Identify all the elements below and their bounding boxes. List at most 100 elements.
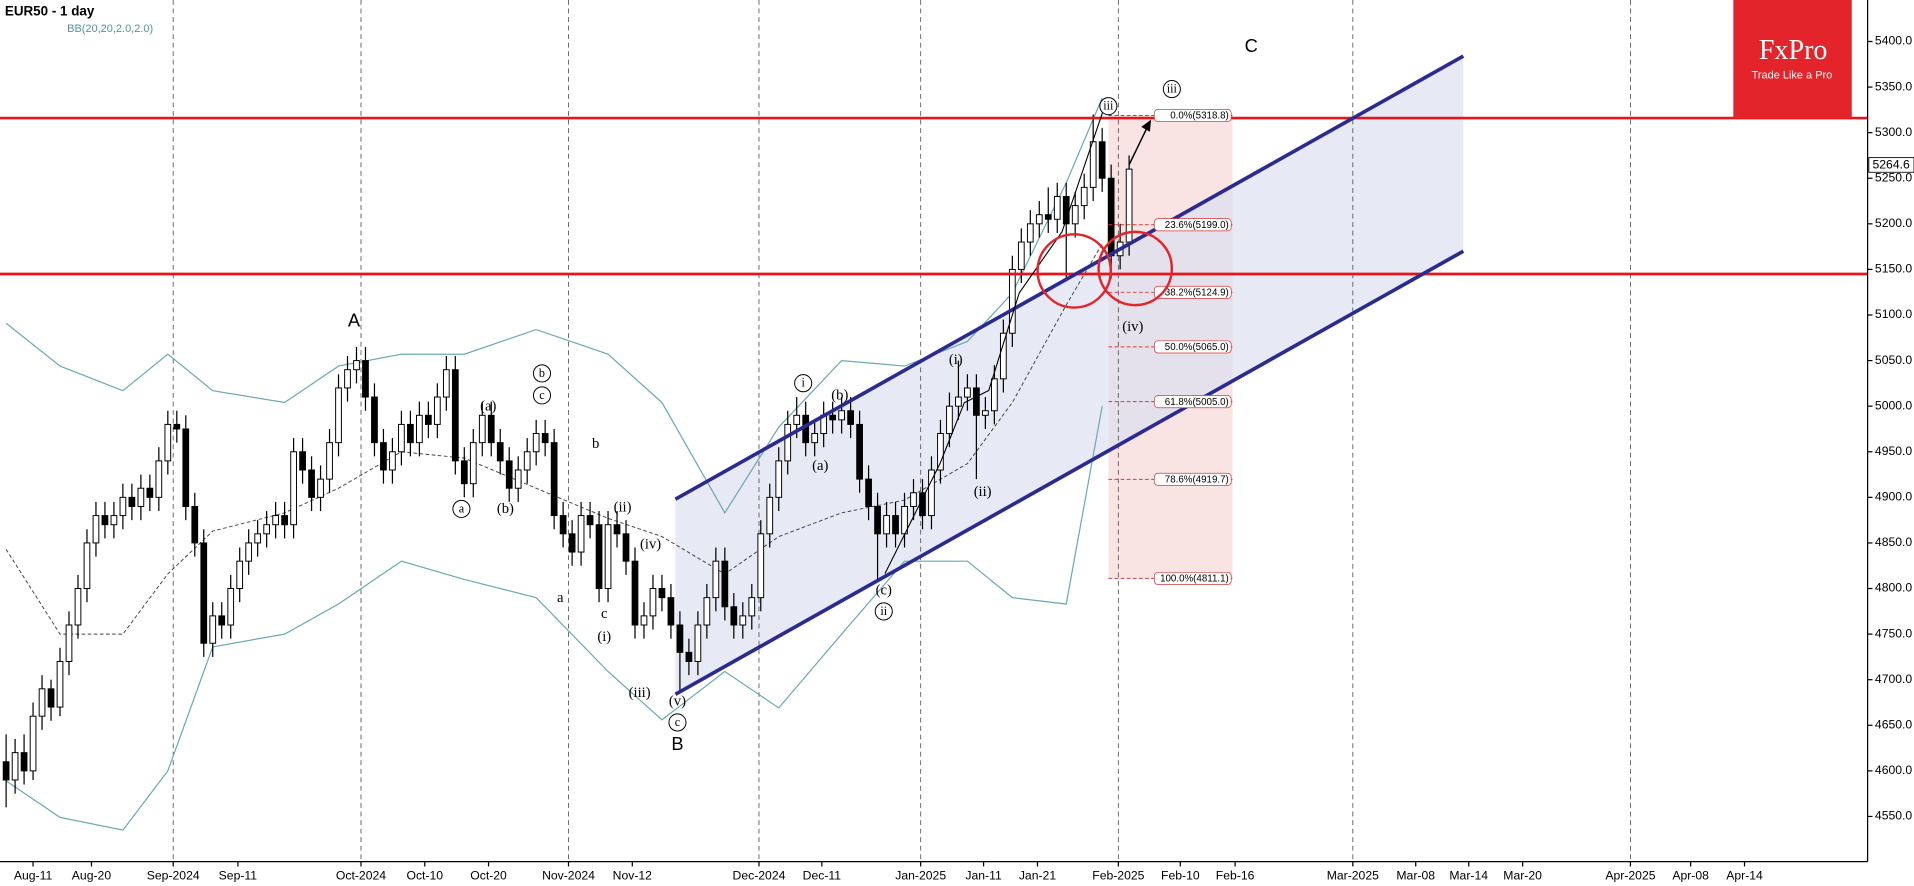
- candle-body: [622, 533, 630, 562]
- x-tick-label: Jan-21: [1019, 868, 1056, 882]
- x-tick-label: Dec-2024: [733, 868, 786, 882]
- candle-body: [946, 405, 953, 435]
- candle-body: [1098, 141, 1106, 179]
- arrow-head: [1141, 119, 1152, 132]
- wave-label: iii: [1103, 99, 1114, 113]
- fib-label-box: [1153, 109, 1232, 122]
- candle-body: [1026, 223, 1034, 243]
- candle-body: [2, 761, 10, 781]
- candle-body: [667, 597, 675, 626]
- candle-body: [748, 597, 756, 617]
- candle-body: [254, 533, 262, 544]
- candle-body: [865, 478, 872, 507]
- wave-label: (iv): [1122, 319, 1143, 335]
- candle-body: [1035, 214, 1043, 225]
- candle-body: [703, 597, 711, 626]
- candle-body: [883, 515, 890, 535]
- x-tick-label: Jan-11: [965, 868, 1002, 882]
- candle-body: [937, 433, 944, 471]
- y-tick-label: 4950.0: [1875, 444, 1913, 458]
- annotation-circle: [874, 602, 893, 621]
- candle-body: [757, 533, 765, 599]
- candle-body: [964, 387, 971, 398]
- wave-label: B: [671, 733, 683, 754]
- candle-body: [793, 414, 801, 425]
- highlight-circle: [1097, 230, 1174, 307]
- annotation-circle: [794, 374, 813, 393]
- annotation-circle: [1099, 97, 1118, 116]
- candle-body: [433, 396, 441, 425]
- candle-body: [1044, 214, 1052, 220]
- x-tick-label: Nov-12: [613, 868, 653, 882]
- candle-body: [290, 451, 297, 526]
- candle-body: [164, 423, 172, 462]
- annotation-circle: [452, 499, 471, 518]
- x-tick-label: Aug-11: [14, 868, 53, 882]
- candle-body: [847, 410, 854, 425]
- y-tick-label: 4800.0: [1875, 581, 1913, 595]
- y-tick-label: 5200.0: [1875, 216, 1913, 230]
- candle-body: [541, 433, 549, 444]
- candle-body: [1071, 205, 1079, 225]
- candle-body: [478, 414, 486, 444]
- candle-body: [460, 460, 468, 485]
- candle-body: [685, 651, 693, 662]
- wave-label: iii: [1167, 81, 1178, 95]
- x-tick-label: Feb-10: [1161, 868, 1200, 882]
- y-tick-label: 5050.0: [1875, 353, 1913, 367]
- candle-body: [523, 451, 531, 471]
- channel-line: [674, 249, 1465, 696]
- candle-body: [1053, 195, 1061, 220]
- candle-body: [514, 469, 522, 489]
- candle-body: [811, 433, 819, 444]
- candle-body: [568, 533, 576, 553]
- wave-label: i: [802, 376, 806, 390]
- candle-body: [1089, 141, 1097, 188]
- fib-label: 78.6%(4919.7): [1165, 475, 1229, 486]
- fib-label: 61.8%(5005.0): [1165, 397, 1229, 408]
- candle-body: [676, 624, 684, 653]
- candle-body: [326, 442, 333, 480]
- candle-body: [721, 560, 729, 608]
- candle-body: [119, 496, 127, 517]
- candle-body: [245, 542, 253, 562]
- x-tick-label: Mar-20: [1503, 868, 1542, 882]
- wave-label: c: [675, 715, 681, 729]
- y-tick-label: 5000.0: [1875, 398, 1913, 412]
- candle-body: [1017, 241, 1025, 270]
- candle-body: [442, 369, 450, 398]
- candle-body: [838, 410, 845, 421]
- candle-body: [101, 515, 109, 526]
- wave-label: ii: [880, 604, 887, 618]
- x-tick-label: Oct-20: [470, 868, 507, 882]
- candle-body: [999, 332, 1007, 380]
- candle-body: [990, 378, 998, 412]
- candle-body: [613, 524, 621, 535]
- wave-label: (iii): [629, 685, 651, 701]
- candle-body: [281, 515, 288, 526]
- wave-label: c: [539, 388, 545, 402]
- annotation-circle: [668, 713, 687, 732]
- chart-title: EUR50 - 1 day: [5, 4, 95, 19]
- candle-body: [640, 615, 648, 626]
- candle-body: [182, 428, 190, 507]
- candle-body: [398, 423, 405, 453]
- x-tick-label: Feb-2025: [1092, 868, 1144, 882]
- x-tick-label: Nov-2024: [542, 868, 595, 882]
- channel-line: [674, 54, 1465, 501]
- candle-body: [389, 451, 396, 471]
- wave-label: (c): [876, 583, 892, 599]
- wave-label: (ii): [974, 484, 992, 500]
- candle-body: [604, 524, 612, 590]
- x-tick-label: Dec-11: [803, 868, 842, 882]
- candle-body: [299, 451, 306, 471]
- x-tick-label: Oct-10: [406, 868, 443, 882]
- wave-label: A: [348, 309, 361, 330]
- candle-body: [595, 524, 603, 590]
- candle-body: [11, 752, 19, 781]
- plot-area: 0.0%(5318.8) 23.6%(5199.0) 38.2%(5124.9) 50…: [0, 0, 1868, 862]
- y-tick-label: 4550.0: [1875, 809, 1913, 823]
- candle-body: [416, 414, 423, 444]
- candle-body: [362, 360, 369, 398]
